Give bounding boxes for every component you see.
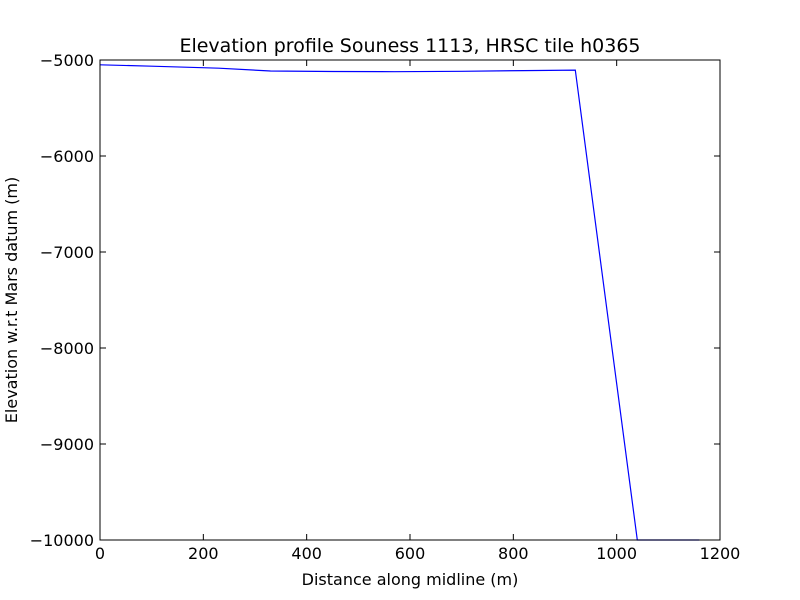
x-tick-label: 600 bbox=[395, 544, 426, 563]
x-tick-label: 200 bbox=[188, 544, 219, 563]
y-tick-label: −6000 bbox=[40, 147, 94, 166]
y-tick-label: −9000 bbox=[40, 435, 94, 454]
y-axis-title: Elevation w.r.t Mars datum (m) bbox=[2, 177, 21, 423]
plot-frame bbox=[99, 59, 721, 541]
y-tick-label: −10000 bbox=[30, 531, 94, 550]
x-tick-label: 800 bbox=[498, 544, 529, 563]
x-tick-label: 400 bbox=[291, 544, 322, 563]
series-layer bbox=[99, 64, 700, 541]
series-line-0 bbox=[99, 64, 700, 541]
x-tick-label: 1000 bbox=[596, 544, 637, 563]
x-tick-label: 1200 bbox=[700, 544, 741, 563]
y-tick-label: −8000 bbox=[40, 339, 94, 358]
x-tick-label: 0 bbox=[95, 544, 105, 563]
chart-title: Elevation profile Souness 1113, HRSC til… bbox=[179, 35, 640, 57]
plot-area bbox=[100, 60, 720, 540]
ticks-layer: 0 200 400 600 800 1000 1200 −5000 −6000 −7000 −800… bbox=[30, 51, 741, 563]
y-tick-label: −5000 bbox=[40, 51, 94, 70]
x-axis-title: Distance along midline (m) bbox=[302, 570, 519, 589]
y-tick-label: −7000 bbox=[40, 243, 94, 262]
